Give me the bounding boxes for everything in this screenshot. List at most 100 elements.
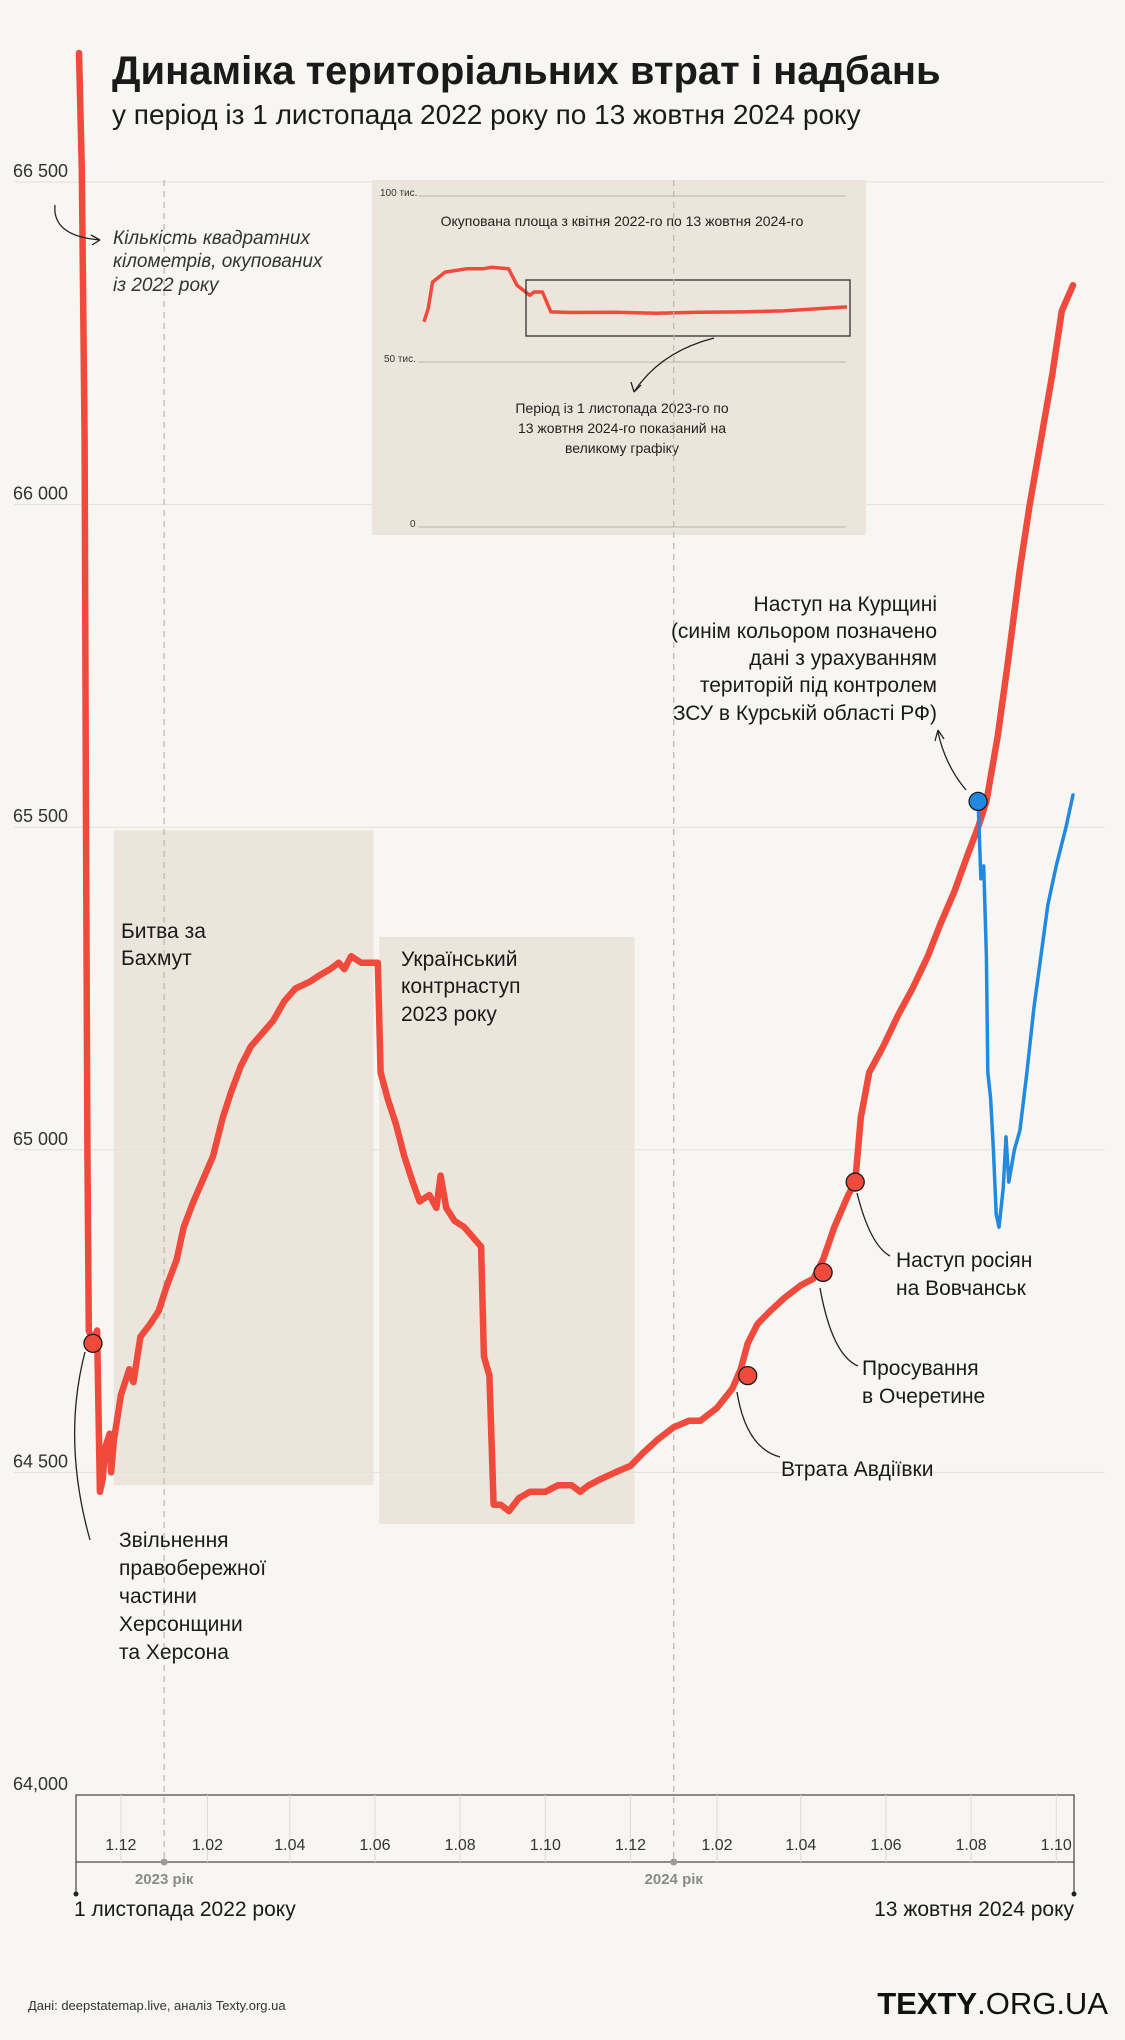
x-tick-label: 1.04	[785, 1837, 816, 1854]
kherson-line-3: частини	[119, 1585, 197, 1608]
inset-arrow	[633, 337, 715, 393]
source-note: Дані: deepstatemap.live, аналіз Texty.or…	[28, 1998, 286, 2013]
x-tick-label: 1.10	[530, 1837, 561, 1854]
avdiivka-leader	[736, 1391, 781, 1458]
x-tick-label: 1.12	[105, 1837, 136, 1854]
y-tick-label: 65 500	[13, 806, 68, 826]
kursk-line-5: ЗСУ в Курській області РФ)	[673, 702, 937, 725]
counteroffensive-line-3: 2023 року	[401, 1003, 497, 1026]
counteroffensive-line-1: Український	[401, 948, 517, 971]
series-lines	[75, 49, 1077, 1515]
event-point-4	[845, 1172, 865, 1192]
inset-background	[372, 180, 866, 535]
x-tick-label: 1.04	[274, 1837, 305, 1854]
year-label: 2024 рік	[645, 1871, 704, 1888]
inset-tick-0: 0	[410, 519, 416, 530]
ocheretyne-label: Просування в Очеретине	[862, 1357, 985, 1408]
x-axis-frame	[75, 1794, 1075, 1863]
kursk-label: Наступ на Курщині (синім кольором познач…	[671, 593, 937, 725]
chart-title: Динаміка територіальних втрат і надбань	[112, 49, 941, 93]
series-line-main	[75, 49, 1077, 1515]
kursk-arrowhead	[934, 729, 945, 742]
squares-note-line-1: Кількість квадратних	[113, 228, 311, 249]
bakhmut-line-2: Бахмут	[121, 947, 192, 970]
kherson-leader	[74, 1351, 91, 1541]
inset-title: Окупована площа з квітня 2022-го по 13 ж…	[441, 213, 804, 229]
x-range-start-dot	[73, 1891, 79, 1897]
y-tick-label: 64 500	[13, 1451, 68, 1471]
inset-tick-100k: 100 тис.	[380, 188, 417, 199]
squares-note-line-3: із 2022 року	[113, 275, 220, 296]
x-tick-label: 1.02	[192, 1837, 223, 1854]
avdiivka-label: Втрата Авдіївки	[781, 1458, 933, 1481]
kherson-line-2: правобережної	[119, 1557, 266, 1580]
year-marker	[160, 1858, 168, 1866]
inset-note-line-3: великому графіку	[565, 440, 679, 456]
x-tick-label: 1.12	[615, 1837, 646, 1854]
counteroffensive-line-2: контрнаступ	[401, 975, 521, 998]
inset-tick-50k: 50 тис.	[384, 354, 416, 365]
y-axis-ticks: 66 500 66 000 65 500 65 000 64 500 64,000	[13, 161, 68, 1794]
ocheretyne-line-2: в Очеретине	[862, 1385, 985, 1408]
ocheretyne-leader	[819, 1287, 859, 1367]
inset-note-line-1: Період із 1 листопада 2023-го по	[515, 400, 728, 416]
logo-part-1: TEXTY	[877, 1986, 977, 2021]
vovchansk-line-2: на Вовчанськ	[896, 1277, 1027, 1300]
bakhmut-line-1: Битва за	[121, 920, 206, 943]
kursk-leader	[937, 731, 967, 791]
x-tick-label: 1.08	[956, 1837, 987, 1854]
y-tick-label: 65 000	[13, 1129, 68, 1149]
year-marker	[670, 1858, 678, 1866]
x-tick-label: 1.06	[359, 1837, 390, 1854]
inset-highlight-box	[525, 279, 851, 337]
kursk-line-3: дані з урахуванням	[749, 647, 937, 670]
kherson-line-5: та Херсона	[119, 1641, 229, 1664]
shaded-period-2	[379, 936, 635, 1525]
range-end-label: 13 жовтня 2024 року	[874, 1898, 1074, 1921]
ocheretyne-line-1: Просування	[862, 1357, 979, 1380]
x-tick-label: 1.08	[445, 1837, 476, 1854]
y-tick-label: 64,000	[13, 1774, 68, 1794]
year-label: 2023 рік	[135, 1871, 194, 1888]
shaded-period-1	[113, 830, 374, 1486]
series-line-kursk	[976, 793, 1075, 1229]
kherson-label: Звільнення правобережної частини Херсонщ…	[119, 1529, 266, 1664]
inset-line-group	[422, 265, 848, 323]
squares-note-leader	[54, 204, 101, 241]
squares-note-line-2: кілометрів, окупованих	[113, 251, 324, 272]
vovchansk-line-1: Наступ росіян	[896, 1249, 1032, 1272]
x-tick-label: 1.06	[870, 1837, 901, 1854]
inset-note-line-2: 13 жовтня 2024-го показаний на	[518, 420, 726, 436]
squares-note: Кількість квадратних кілометрів, окупова…	[113, 228, 324, 296]
svg-text:TEXTY.ORG.UA: TEXTY.ORG.UA	[877, 1986, 1108, 2021]
kherson-line-4: Херсонщини	[119, 1613, 243, 1636]
year-dividers	[163, 180, 675, 1862]
kherson-line-1: Звільнення	[119, 1529, 229, 1552]
event-point-2	[738, 1365, 758, 1386]
y-tick-label: 66 500	[13, 161, 68, 181]
logo-part-2: .ORG.UA	[977, 1986, 1108, 2021]
x-tick-label: 1.10	[1041, 1837, 1072, 1854]
inset-overview-chart: 100 тис. 50 тис. 0 Окупована площа з кві…	[372, 180, 866, 535]
x-tick-label: 1.02	[701, 1837, 732, 1854]
kursk-line-1: Наступ на Курщині	[754, 593, 937, 616]
inset-line	[422, 265, 848, 323]
counteroffensive-label: Український контрнаступ 2023 року	[401, 948, 521, 1026]
kursk-line-2: (синім кольором позначено	[671, 620, 937, 643]
event-point-1	[83, 1333, 103, 1354]
shaded-periods	[113, 830, 635, 1525]
vovchansk-label: Наступ росіян на Вовчанськ	[896, 1249, 1032, 1300]
inset-arrow-head	[630, 381, 642, 393]
y-tick-label: 66 000	[13, 484, 68, 504]
texty-logo: TEXTY.ORG.UA	[877, 1986, 1108, 2021]
squares-note-arrowhead	[90, 234, 101, 246]
event-point-5	[968, 791, 988, 812]
x-axis: 1.12 1.02 1.04 1.06 1.08 1.10 1.12 1.02 1.04 1.06…	[73, 1794, 1077, 1897]
annotation-leaders	[54, 204, 967, 1541]
x-range-end-dot	[1071, 1891, 1077, 1897]
range-start-label: 1 листопада 2022 року	[74, 1898, 296, 1921]
event-point-3	[813, 1262, 833, 1283]
bakhmut-label: Битва за Бахмут	[121, 920, 206, 970]
kursk-line-4: територій під контролем	[700, 674, 937, 697]
